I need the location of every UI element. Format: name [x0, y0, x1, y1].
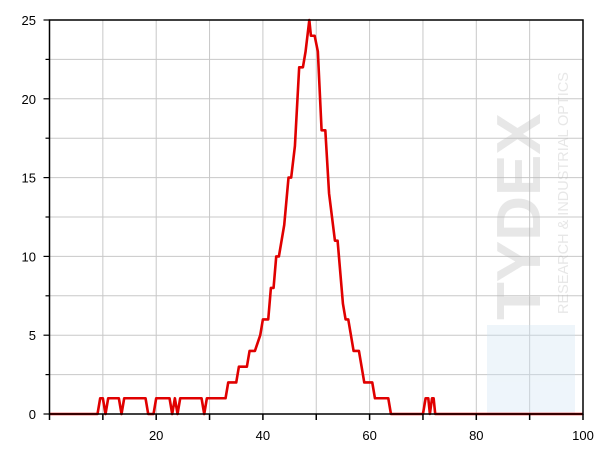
- watermark-brand: TYDEX: [485, 113, 554, 320]
- y-tick-label: 25: [22, 13, 36, 28]
- x-tick-label: 60: [362, 428, 376, 443]
- x-tick-label: 20: [149, 428, 163, 443]
- x-tick-label: 40: [256, 428, 270, 443]
- x-tick-label: 80: [469, 428, 483, 443]
- y-tick-label: 20: [22, 92, 36, 107]
- y-tick-label: 15: [22, 171, 36, 186]
- y-tick-label: 0: [29, 407, 36, 422]
- watermark-emblem: [487, 325, 575, 414]
- series-line: [49, 18, 583, 416]
- x-tick-label: 100: [572, 428, 594, 443]
- y-tick-label: 10: [22, 249, 36, 264]
- watermark-logo: TYDEX RESEARCH & INDUSTRIAL OPTICS: [485, 72, 575, 414]
- axes: [43, 19, 584, 420]
- tick-labels: 20 40 60 80 100 0 5 10 15 20 25: [22, 13, 594, 443]
- watermark-tagline: RESEARCH & INDUSTRIAL OPTICS: [556, 72, 572, 314]
- grid: [49, 20, 583, 414]
- y-tick-label: 5: [29, 328, 36, 343]
- series-layer: [49, 18, 583, 416]
